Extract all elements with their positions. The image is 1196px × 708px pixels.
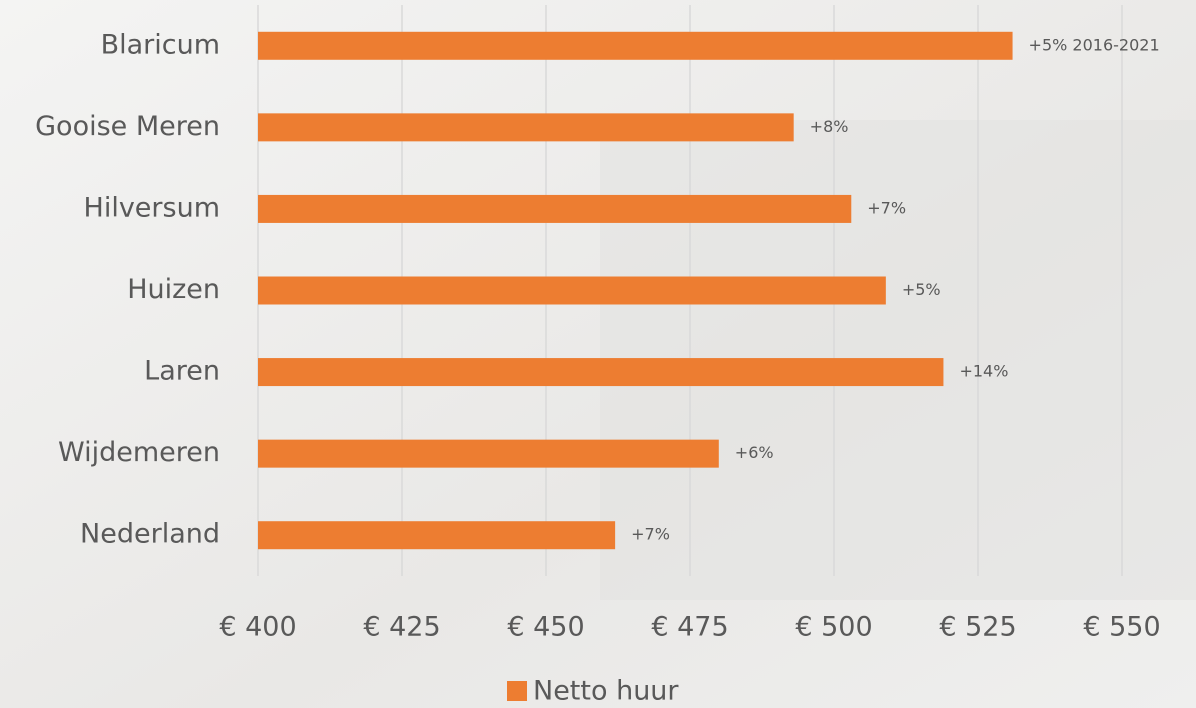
- y-tick-label: Nederland: [80, 519, 220, 550]
- y-tick-label: Gooise Meren: [35, 111, 220, 142]
- x-tick-label: € 475: [651, 612, 728, 643]
- x-tick-label: € 550: [1083, 612, 1160, 643]
- x-tick-label: € 450: [507, 612, 584, 643]
- bar-label: +6%: [735, 443, 774, 462]
- bar: [258, 32, 1013, 60]
- bar-label: +8%: [810, 117, 849, 136]
- x-tick-label: € 400: [219, 612, 296, 643]
- x-tick-label: € 500: [795, 612, 872, 643]
- bar: [258, 521, 615, 549]
- y-tick-label: Huizen: [127, 274, 220, 305]
- bar-label: +14%: [959, 362, 1008, 381]
- bar-label: +7%: [631, 525, 670, 544]
- bar-label: +7%: [867, 198, 906, 217]
- legend-label: Netto huur: [533, 676, 679, 707]
- bar: [258, 440, 719, 468]
- x-tick-label: € 525: [939, 612, 1016, 643]
- bar: [258, 358, 943, 386]
- y-tick-label: Wijdemeren: [58, 437, 220, 468]
- y-tick-label: Blaricum: [101, 29, 220, 60]
- bar: [258, 113, 794, 141]
- y-tick-label: Laren: [144, 356, 220, 387]
- legend-swatch: [507, 681, 527, 701]
- bar: [258, 195, 851, 223]
- y-tick-label: Hilversum: [84, 192, 220, 223]
- bar: [258, 277, 886, 305]
- bar-label: +5% 2016-2021: [1029, 35, 1160, 54]
- x-tick-label: € 425: [363, 612, 440, 643]
- chart: € 400 € 425 € 450 € 475 € 500 € 525 € 550 Blari…: [0, 0, 1196, 708]
- bar-label: +5%: [902, 280, 941, 299]
